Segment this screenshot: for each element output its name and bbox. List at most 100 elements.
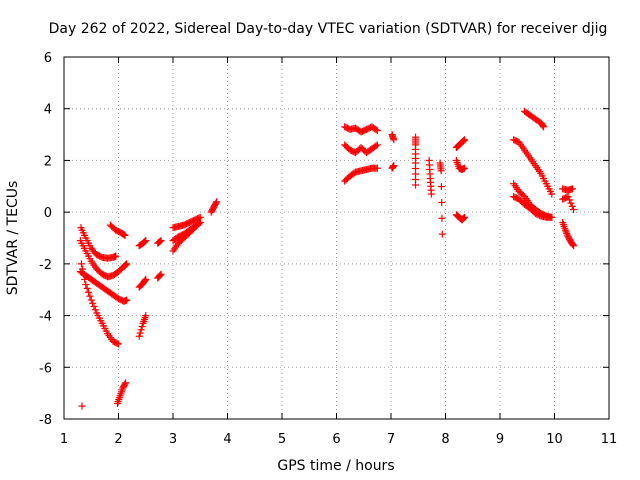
data-point (89, 299, 97, 307)
data-point (141, 276, 149, 284)
data-point (570, 242, 578, 250)
data-point (112, 252, 120, 260)
data-point (461, 136, 469, 144)
x-tick-label: 8 (441, 432, 449, 447)
y-tick-label: -8 (39, 413, 52, 428)
data-point (427, 190, 435, 198)
data-point (461, 213, 469, 221)
y-tick-label: -6 (39, 361, 52, 376)
data-point (373, 164, 381, 172)
data-point (123, 260, 131, 268)
data-point (459, 215, 467, 223)
data-point (79, 265, 87, 273)
data-point (196, 218, 204, 226)
data-point (373, 141, 381, 149)
data-point (121, 261, 129, 269)
data-point (570, 206, 578, 214)
data-point (562, 228, 570, 236)
data-point (460, 214, 468, 222)
x-tick-label: 5 (278, 432, 286, 447)
data-point (142, 275, 150, 283)
x-tick-label: 9 (496, 432, 504, 447)
data-point (390, 136, 398, 144)
data-point (373, 127, 381, 135)
y-tick-label: 2 (44, 154, 52, 169)
x-axis-label: GPS time / hours (277, 458, 394, 474)
data-point (564, 193, 572, 201)
data-points (76, 107, 578, 410)
x-tick-label: 3 (169, 432, 177, 447)
data-point (137, 326, 145, 334)
data-point (372, 126, 380, 134)
data-point (568, 202, 576, 210)
data-point (140, 238, 148, 246)
y-tick-labels: -8 -6 -4 -2 0 2 4 6 (39, 51, 52, 428)
data-point (85, 288, 93, 296)
x-tick-labels: 1 2 3 4 5 6 7 8 9 10 11 (60, 432, 617, 447)
data-point (563, 229, 571, 237)
data-point (157, 270, 165, 278)
data-point (115, 340, 122, 348)
data-point (120, 231, 128, 239)
x-tick-label: 2 (114, 432, 122, 447)
data-point (142, 312, 150, 320)
data-point (372, 142, 380, 150)
data-point (460, 136, 468, 144)
data-point (569, 241, 577, 249)
data-point (155, 238, 163, 246)
data-point (82, 281, 90, 289)
data-point (122, 379, 130, 387)
data-point (213, 198, 221, 206)
data-point (157, 237, 165, 245)
y-axis-label: SDTVAR / TECUs (5, 181, 21, 296)
data-point (156, 271, 164, 279)
data-point (561, 226, 569, 234)
data-point (123, 296, 131, 304)
x-tick-label: 6 (332, 432, 340, 447)
x-tick-label: 7 (387, 432, 395, 447)
data-point (567, 199, 575, 207)
axis-ticks (63, 56, 610, 420)
chart-title: Day 262 of 2022, Sidereal Day-to-day VTE… (49, 21, 608, 37)
y-tick-label: 0 (44, 206, 52, 221)
y-tick-label: 4 (44, 103, 52, 118)
data-point (86, 292, 94, 300)
y-tick-label: -2 (39, 258, 52, 273)
data-point (548, 190, 556, 198)
data-point (83, 284, 91, 292)
data-point (136, 329, 144, 337)
data-point (461, 164, 469, 172)
data-point (437, 183, 445, 191)
y-tick-label: 6 (44, 51, 52, 66)
data-point (121, 380, 129, 388)
data-point (142, 237, 150, 245)
data-point (80, 270, 88, 278)
data-point (141, 237, 149, 245)
y-tick-label: -4 (39, 310, 52, 325)
data-point (568, 185, 576, 193)
data-point (87, 296, 95, 304)
data-point (77, 260, 85, 268)
data-point (91, 306, 99, 314)
x-tick-label: 4 (223, 432, 231, 447)
data-point (138, 323, 146, 331)
data-point (539, 122, 547, 130)
data-point (195, 219, 203, 227)
data-point (390, 162, 398, 170)
data-point (81, 275, 89, 283)
data-point (438, 198, 446, 206)
data-point (548, 213, 556, 221)
data-point (540, 123, 548, 131)
data-point (78, 402, 86, 410)
data-point (459, 137, 467, 145)
data-point (122, 261, 130, 269)
data-point (121, 231, 129, 239)
data-point (438, 230, 446, 238)
data-point (438, 214, 446, 222)
data-point (212, 199, 220, 207)
data-point (412, 181, 420, 189)
data-point (565, 196, 573, 204)
data-point (156, 237, 164, 245)
x-tick-label: 11 (601, 432, 618, 447)
